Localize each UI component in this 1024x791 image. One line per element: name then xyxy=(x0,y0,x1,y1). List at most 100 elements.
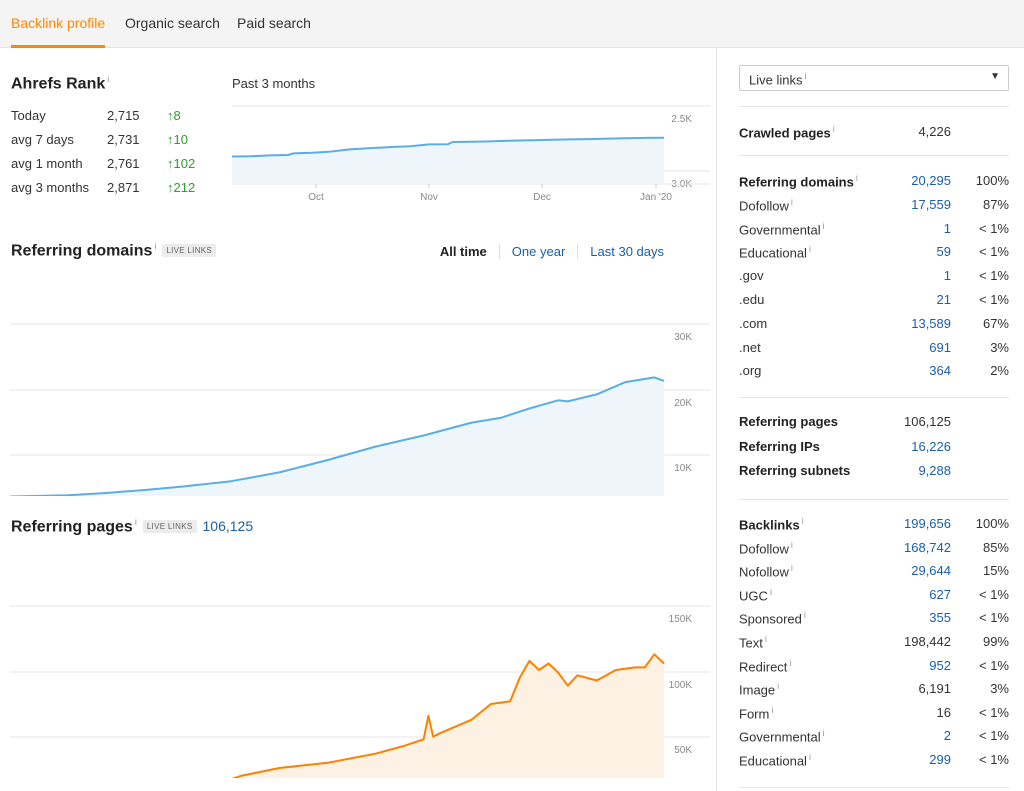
x-tick-label: Dec xyxy=(533,192,551,203)
metric-label: Redirect xyxy=(739,658,788,674)
metric-label: Referring pages xyxy=(739,414,838,429)
metric-label: Text xyxy=(739,635,763,651)
metric-value[interactable]: 691 xyxy=(929,339,951,355)
rank-label: avg 7 days xyxy=(11,132,74,147)
metric-value[interactable]: 627 xyxy=(929,586,951,602)
info-icon[interactable]: i xyxy=(790,563,793,574)
metric-label: Educational xyxy=(739,753,807,769)
info-icon: i xyxy=(804,71,807,81)
metric-row: Referring IPs 16,226 xyxy=(739,439,1009,459)
info-icon[interactable]: i xyxy=(790,539,793,550)
info-icon[interactable]: i xyxy=(769,586,772,597)
x-tick-label: Oct xyxy=(308,192,324,203)
rank-change: ↑10 xyxy=(167,132,188,147)
info-icon[interactable]: i xyxy=(808,244,811,255)
metric-percent: 87% xyxy=(982,196,1009,212)
metric-row: UGC i 627 < 1% xyxy=(739,587,1009,607)
info-icon[interactable]: i xyxy=(777,681,780,692)
info-icon[interactable]: i xyxy=(134,517,137,527)
info-icon[interactable]: i xyxy=(822,220,825,231)
info-icon[interactable]: i xyxy=(789,657,792,668)
rank-label: Today xyxy=(11,108,46,123)
metric-value[interactable]: 1 xyxy=(943,220,951,236)
info-icon[interactable]: i xyxy=(771,704,774,715)
metric-value[interactable]: 13,589 xyxy=(911,315,951,331)
info-icon[interactable]: i xyxy=(808,752,811,762)
metric-value[interactable]: 29,644 xyxy=(911,563,951,579)
rank-change: ↑212 xyxy=(167,180,196,195)
metric-row: .com 13,589 67% xyxy=(739,316,1009,336)
info-icon[interactable]: i xyxy=(822,728,825,739)
y-tick-label: 10K xyxy=(674,463,692,474)
rank-period-label: Past 3 months xyxy=(232,76,316,91)
metric-label: .edu xyxy=(739,292,765,307)
range-last-30-days[interactable]: Last 30 days xyxy=(577,244,676,259)
rank-value: 2,731 xyxy=(107,132,140,147)
info-icon[interactable]: i xyxy=(803,610,806,621)
y-tick-label: 150K xyxy=(669,614,693,625)
y-tick-label: 2.5K xyxy=(671,114,692,125)
metric-row: .net 691 3% xyxy=(739,340,1009,360)
referring-domains-title: Referring domains i LIVE LINKS xyxy=(11,241,217,260)
metric-label: .gov xyxy=(739,268,764,284)
metric-percent: 67% xyxy=(982,315,1009,331)
metric-value[interactable]: 59 xyxy=(936,244,951,260)
metric-label: Nofollow xyxy=(739,564,789,580)
metric-row: Referring pages 106,125 xyxy=(739,414,1009,434)
tab-organic-search[interactable]: Organic search xyxy=(125,15,220,31)
metric-value[interactable]: 16,226 xyxy=(911,438,951,454)
referring-pages-value[interactable]: 106,125 xyxy=(202,518,254,535)
metric-value[interactable]: 1 xyxy=(943,268,951,284)
metric-label: Governmental xyxy=(739,221,821,237)
metric-label: Referring subnets xyxy=(739,463,851,478)
live-links-select[interactable]: Live links i ▼ xyxy=(739,65,1009,91)
metric-percent: 15% xyxy=(982,563,1009,579)
divider xyxy=(739,397,1009,398)
range-one-year[interactable]: One year xyxy=(498,244,577,259)
metric-percent: 85% xyxy=(982,539,1009,555)
series-area xyxy=(232,137,664,184)
metric-label: Educational xyxy=(739,245,807,261)
metric-row: Redirect i 952 < 1% xyxy=(739,658,1009,678)
metric-label: Referring IPs xyxy=(739,438,820,454)
live-links-badge: LIVE LINKS xyxy=(142,520,197,534)
metric-value[interactable]: 9,288 xyxy=(918,463,951,478)
metric-value[interactable]: 299 xyxy=(929,752,951,767)
metric-percent: < 1% xyxy=(979,610,1009,626)
metric-value[interactable]: 168,742 xyxy=(904,539,951,555)
referring-pages-title: Referring pages i LIVE LINKS 106,125 xyxy=(11,517,253,536)
metric-value[interactable]: 21 xyxy=(936,292,951,307)
metric-row: Text i 198,442 99% xyxy=(739,634,1009,654)
rank-value: 2,715 xyxy=(107,108,140,123)
tab-backlink-profile[interactable]: Backlink profile xyxy=(11,15,106,31)
metric-value[interactable]: 952 xyxy=(929,657,951,673)
metric-label: Sponsored xyxy=(739,611,802,627)
metric-value[interactable]: 2 xyxy=(943,728,951,744)
metric-value[interactable]: 20,295 xyxy=(911,173,951,188)
tab-paid-search[interactable]: Paid search xyxy=(237,15,311,31)
info-icon[interactable]: i xyxy=(790,196,793,207)
y-tick-label: 100K xyxy=(669,680,693,691)
info-icon[interactable]: i xyxy=(107,74,110,84)
referring-pages-title-text: Referring pages xyxy=(11,518,133,536)
divider xyxy=(739,499,1009,500)
info-icon[interactable]: i xyxy=(154,241,157,251)
metric-value[interactable]: 355 xyxy=(929,610,951,626)
info-icon[interactable]: i xyxy=(801,516,804,526)
info-icon[interactable]: i xyxy=(764,634,767,644)
range-all-time[interactable]: All time xyxy=(439,244,487,259)
metrics-sidebar: Live links i ▼ Crawled pages i 4,226 Refer… xyxy=(716,48,1024,791)
metric-percent: < 1% xyxy=(979,728,1009,744)
metric-percent: < 1% xyxy=(979,704,1009,720)
referring-pages-chart[interactable]: 150K100K50KJan 2014Jan 2015Jan 2016Jan 2… xyxy=(0,556,712,778)
info-icon[interactable]: i xyxy=(855,173,858,183)
referring-domains-chart[interactable]: 30K20K10KJan 2014Jan 2015Jan 2016Jan 201… xyxy=(0,274,712,496)
metric-value[interactable]: 17,559 xyxy=(911,196,951,212)
report-tabs: Backlink profile Organic search Paid sea… xyxy=(0,0,1024,48)
series-line xyxy=(231,136,665,158)
metric-row: Image i 6,191 3% xyxy=(739,681,1009,701)
metric-value[interactable]: 364 xyxy=(929,363,951,379)
info-icon[interactable]: i xyxy=(832,124,835,134)
metric-value[interactable]: 199,656 xyxy=(904,516,951,531)
